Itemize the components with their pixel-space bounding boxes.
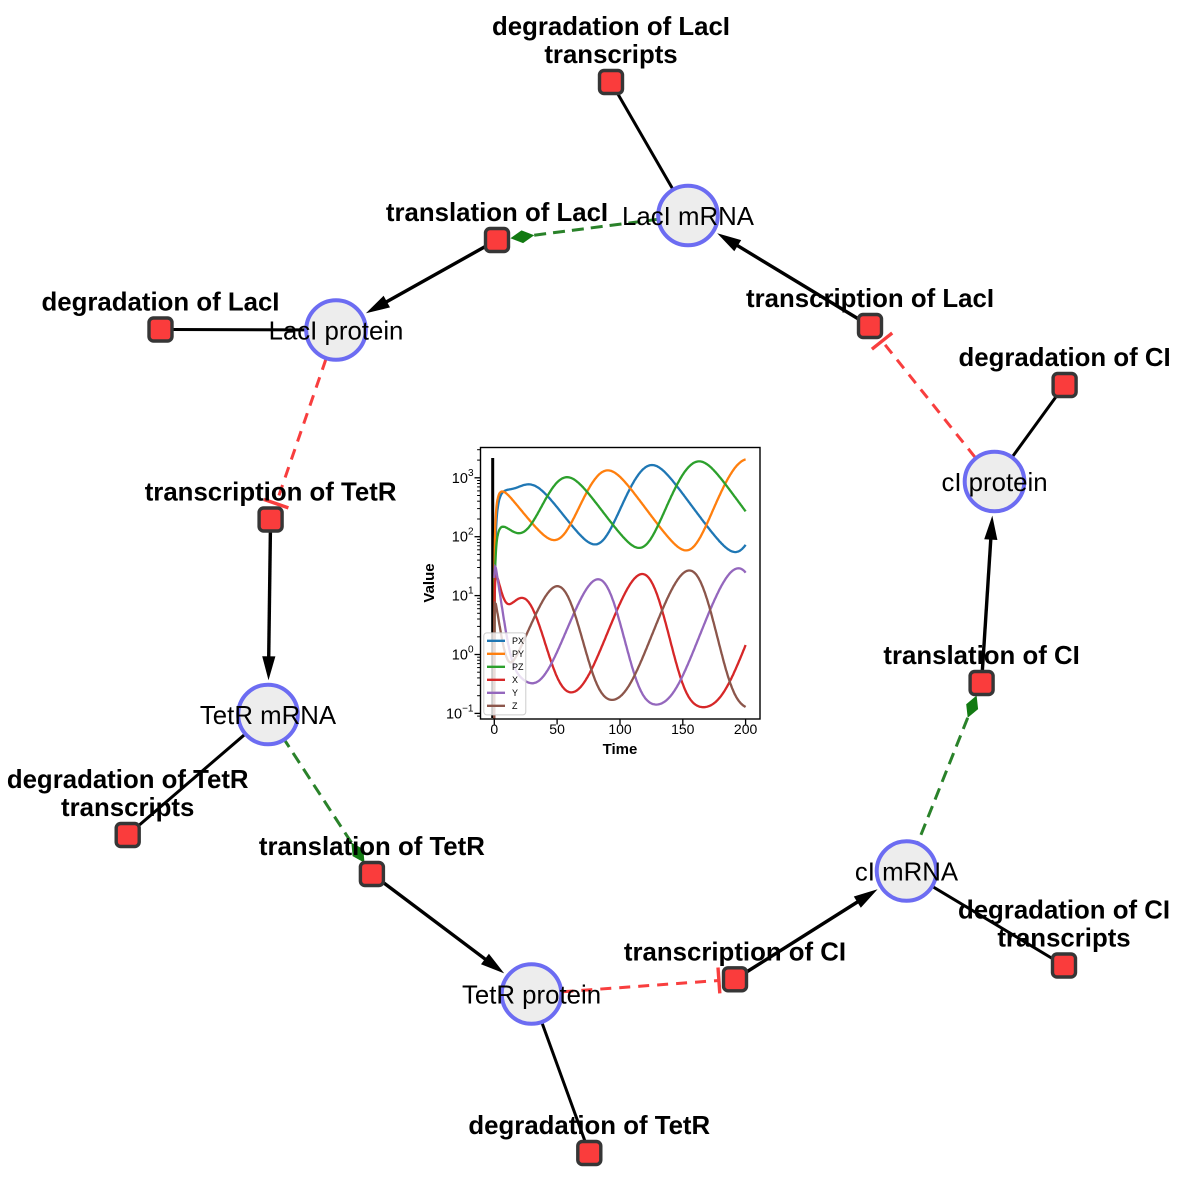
svg-text:LacI protein: LacI protein — [269, 318, 404, 346]
svg-text:Value: Value — [421, 563, 438, 602]
svg-text:Time: Time — [603, 741, 638, 758]
svg-text:X: X — [512, 675, 518, 685]
svg-text:transcription of LacI: transcription of LacI — [746, 285, 994, 313]
svg-text:transcripts: transcripts — [997, 925, 1130, 953]
svg-text:TetR protein: TetR protein — [462, 982, 601, 1010]
svg-text:transcripts: transcripts — [61, 794, 194, 822]
svg-text:degradation of CI: degradation of CI — [959, 344, 1171, 372]
svg-text:PX: PX — [512, 636, 524, 646]
svg-text:200: 200 — [734, 721, 758, 737]
svg-text:50: 50 — [549, 721, 565, 737]
svg-text:PZ: PZ — [512, 662, 524, 672]
svg-text:Y: Y — [512, 688, 518, 698]
svg-text:PY: PY — [512, 649, 524, 659]
svg-text:translation of TetR: translation of TetR — [259, 833, 485, 861]
svg-text:degradation of LacI: degradation of LacI — [492, 13, 730, 41]
svg-text:degradation of TetR: degradation of TetR — [468, 1112, 710, 1140]
svg-text:transcription of TetR: transcription of TetR — [145, 479, 397, 507]
svg-text:LacI mRNA: LacI mRNA — [622, 203, 755, 231]
svg-text:degradation of LacI: degradation of LacI — [42, 289, 280, 317]
svg-text:TetR mRNA: TetR mRNA — [200, 702, 337, 730]
svg-text:150: 150 — [671, 721, 695, 737]
svg-text:100: 100 — [608, 721, 632, 737]
svg-text:Z: Z — [512, 701, 518, 711]
svg-text:translation of CI: translation of CI — [883, 642, 1079, 670]
svg-text:translation of LacI: translation of LacI — [386, 199, 608, 227]
svg-text:degradation of TetR: degradation of TetR — [7, 766, 249, 794]
svg-text:transcripts: transcripts — [544, 41, 677, 69]
svg-text:transcription of CI: transcription of CI — [624, 938, 846, 966]
svg-text:cI mRNA: cI mRNA — [855, 859, 959, 887]
svg-text:degradation of CI: degradation of CI — [958, 897, 1170, 925]
svg-text:0: 0 — [490, 721, 498, 737]
svg-text:cI protein: cI protein — [941, 469, 1047, 497]
